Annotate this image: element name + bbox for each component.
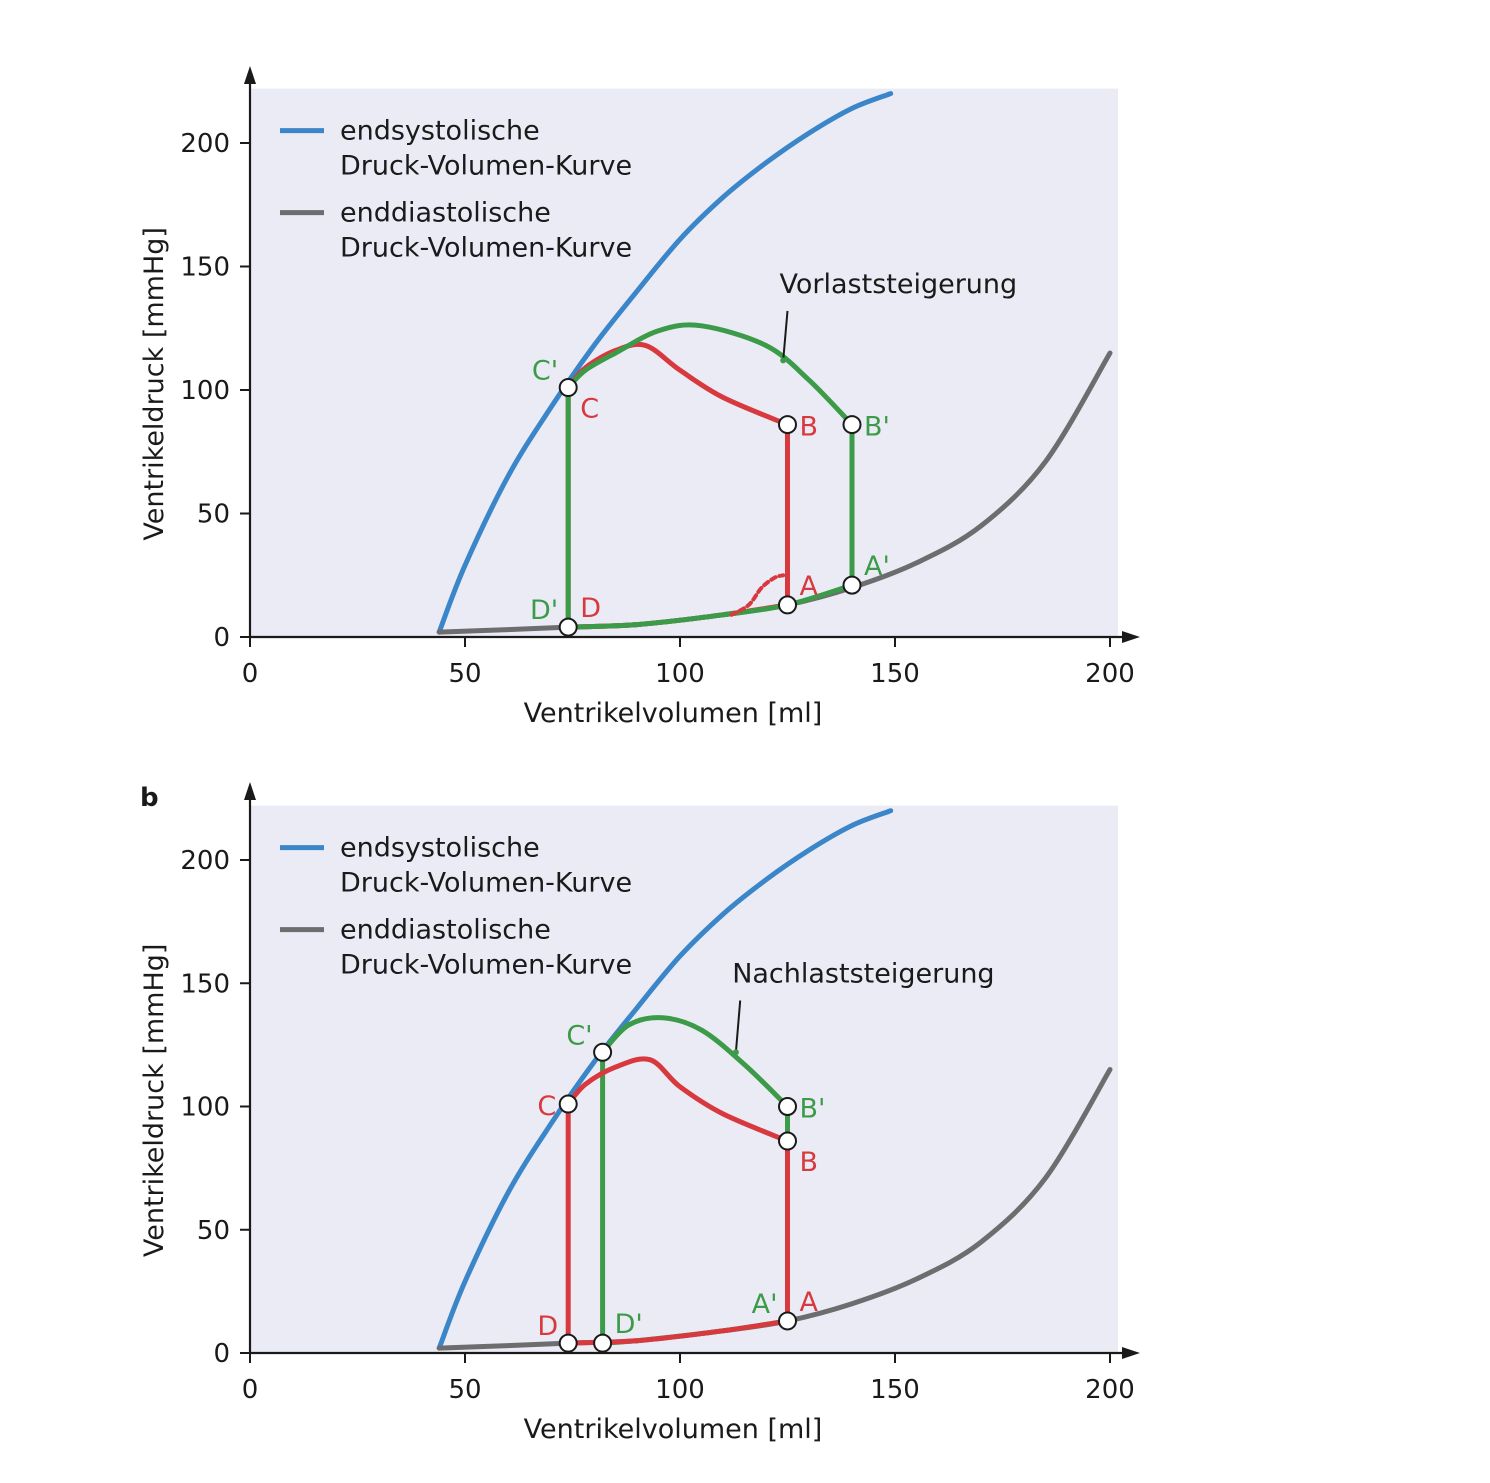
pv-point-marker bbox=[778, 595, 797, 615]
pv-point-marker bbox=[558, 1333, 578, 1353]
pv-point-label: B bbox=[800, 412, 819, 443]
pv-point-label: A bbox=[800, 571, 819, 602]
pv-point-label: D' bbox=[615, 1309, 643, 1340]
x-tick-label: 0 bbox=[242, 659, 259, 689]
pv-point-marker bbox=[558, 617, 578, 637]
plot-area bbox=[250, 88, 1118, 638]
x-axis-label: Ventrikelvolumen [ml] bbox=[524, 698, 823, 729]
x-axis-arrow bbox=[1122, 1347, 1140, 1359]
y-tick-label: 100 bbox=[180, 1093, 230, 1123]
y-tick-label: 200 bbox=[180, 846, 230, 876]
panel-label: b bbox=[140, 783, 159, 813]
annotation-pointer bbox=[734, 1000, 742, 1053]
pv-loop bbox=[565, 1056, 791, 1346]
pv-point-marker bbox=[778, 1131, 797, 1151]
y-tick-label: 50 bbox=[197, 500, 230, 530]
chart-panel-b: 0 50 100 150 200 0 50 100 150 200 Ventrikelvolumen… bbox=[139, 782, 1140, 1445]
legend-label-line2: Druck-Volumen-Kurve bbox=[340, 950, 632, 981]
x-tick-label: 100 bbox=[655, 659, 705, 689]
pv-point-label: D' bbox=[530, 595, 558, 626]
pv-point-marker bbox=[778, 1097, 797, 1116]
y-tick-label: 150 bbox=[180, 969, 230, 999]
esp-curve bbox=[436, 91, 894, 635]
pv-point-marker bbox=[558, 1094, 578, 1114]
pv-point-marker bbox=[558, 378, 578, 398]
y-tick-label: 0 bbox=[213, 1339, 230, 1369]
pv-point-label: D bbox=[580, 593, 601, 624]
x-tick-label: 150 bbox=[870, 1375, 920, 1405]
x-tick-label: 0 bbox=[242, 1375, 259, 1405]
legend-label-line2: Druck-Volumen-Kurve bbox=[340, 868, 632, 899]
legend-label: enddiastolische bbox=[340, 198, 551, 229]
legend-label-line2: Druck-Volumen-Kurve bbox=[340, 151, 632, 182]
x-tick-label: 200 bbox=[1085, 659, 1135, 689]
pv-point-label: B bbox=[800, 1147, 819, 1178]
annotation-pointer-dot bbox=[732, 1049, 739, 1056]
pv-point-label: B' bbox=[864, 412, 890, 443]
pv-loop bbox=[565, 322, 855, 630]
annotation-label: Nachlaststeigerung bbox=[732, 959, 994, 990]
legend-label: endsystolische bbox=[340, 833, 540, 864]
annotation-pointer bbox=[782, 310, 789, 361]
pv-point-label: A bbox=[800, 1287, 819, 1318]
pv-point-label: C bbox=[537, 1091, 556, 1122]
y-axis-label: Ventrikeldruck [mmHg] bbox=[139, 944, 170, 1258]
pv-point-label: A' bbox=[864, 551, 890, 582]
pv-point-marker bbox=[593, 1042, 613, 1062]
pv-point-label: C' bbox=[532, 356, 558, 387]
x-tick-label: 200 bbox=[1085, 1375, 1135, 1405]
pv-point-label: C bbox=[580, 394, 599, 425]
pv-point-marker bbox=[778, 1311, 797, 1331]
legend: endsystolische Druck-Volumen-Kurve enddias… bbox=[280, 833, 632, 981]
y-tick-label: 0 bbox=[213, 623, 230, 653]
annotation-label: Vorlaststeigerung bbox=[780, 269, 1018, 300]
y-tick-label: 50 bbox=[197, 1216, 230, 1246]
legend-label: endsystolische bbox=[340, 116, 540, 147]
legend-label: enddiastolische bbox=[340, 915, 551, 946]
pv-point-label: C' bbox=[566, 1020, 592, 1051]
pv-point-label: A' bbox=[752, 1289, 778, 1320]
annotation-pointer-dot bbox=[780, 357, 787, 364]
x-tick-label: 100 bbox=[655, 1375, 705, 1405]
x-axis-arrow bbox=[1122, 631, 1140, 643]
plot-area bbox=[250, 805, 1118, 1353]
pv-point-marker bbox=[593, 1333, 613, 1353]
legend-label-line2: Druck-Volumen-Kurve bbox=[340, 233, 632, 264]
x-tick-label: 50 bbox=[448, 1375, 481, 1405]
pv-point-marker bbox=[842, 575, 862, 595]
y-axis-label: Ventrikeldruck [mmHg] bbox=[139, 227, 170, 541]
y-axis-arrow bbox=[244, 782, 256, 800]
y-tick-label: 150 bbox=[180, 253, 230, 283]
chart-panel-a: 0 50 100 150 200 0 50 100 150 200 Ventrikelvolumen… bbox=[139, 66, 1140, 729]
dashed-filling-curve bbox=[729, 573, 786, 617]
pv-point-marker bbox=[842, 415, 862, 435]
pv-point-label: D bbox=[537, 1311, 558, 1342]
pv-point-marker bbox=[778, 415, 797, 435]
y-tick-label: 100 bbox=[180, 376, 230, 406]
x-axis-label: Ventrikelvolumen [ml] bbox=[524, 1414, 823, 1445]
x-tick-label: 150 bbox=[870, 659, 920, 689]
x-tick-label: 50 bbox=[448, 659, 481, 689]
legend: endsystolische Druck-Volumen-Kurve enddias… bbox=[280, 116, 632, 264]
y-axis-arrow bbox=[244, 66, 256, 84]
pv-point-label: B' bbox=[800, 1094, 826, 1125]
esp-curve bbox=[436, 808, 894, 1351]
y-tick-label: 200 bbox=[180, 129, 230, 159]
